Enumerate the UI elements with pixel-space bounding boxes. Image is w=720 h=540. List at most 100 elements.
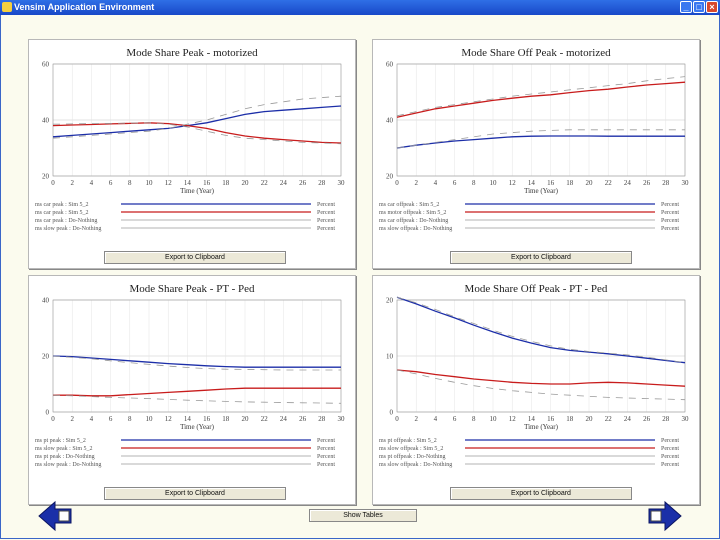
x-tick-label: 14 [184, 415, 192, 423]
x-tick-label: 14 [528, 179, 536, 187]
chart-panel-offpeak-ptped: Mode Share Off Peak - PT - Ped 0 10 20 0 2 4 6 8… [372, 275, 700, 505]
x-axis-title: Time (Year) [180, 187, 215, 195]
x-tick-label: 24 [280, 415, 288, 423]
y-tick-label: 10 [386, 353, 394, 361]
legend-entry-unit: Percent [317, 226, 335, 232]
x-tick-label: 18 [222, 415, 230, 423]
x-tick-label: 26 [643, 179, 651, 187]
x-tick-label: 4 [434, 179, 438, 187]
x-axis-title: Time (Year) [524, 423, 559, 431]
y-tick-label: 40 [42, 297, 50, 305]
export-clipboard-button-2[interactable]: Export to Clipboard [450, 251, 632, 264]
x-tick-label: 4 [434, 415, 438, 423]
left-arrow-icon[interactable] [37, 500, 73, 532]
legend-entry-name: ms slow peak : Sim 5_2 [35, 446, 93, 452]
x-tick-label: 20 [586, 179, 594, 187]
legend-entry-unit: Percent [317, 210, 335, 216]
minimize-button[interactable]: _ [680, 1, 692, 13]
x-axis-title: Time (Year) [180, 423, 215, 431]
x-tick-label: 20 [586, 415, 594, 423]
series-line-3 [396, 369, 686, 401]
legend-entry-name: ms motor offpeak : Sim 5_2 [379, 209, 446, 216]
x-tick-label: 14 [184, 179, 192, 187]
legend-entry-name: ms slow offpeak : Sim 5_2 [379, 445, 443, 452]
x-tick-label: 16 [203, 179, 211, 187]
x-tick-label: 6 [109, 415, 113, 423]
legend-entry-name: ms car peak : Sim 5_2 [35, 210, 89, 216]
chart-panel-peak-motorized: Mode Share Peak - motorized 20 40 60 0 2 4 6 8 10… [28, 39, 356, 269]
legend-entry-unit: Percent [317, 446, 335, 452]
x-tick-label: 12 [509, 179, 517, 187]
y-tick-label: 60 [386, 61, 394, 69]
x-tick-label: 16 [547, 415, 555, 423]
x-tick-label: 28 [318, 179, 326, 187]
x-tick-label: 30 [338, 415, 346, 423]
x-tick-label: 0 [395, 179, 399, 187]
x-tick-label: 22 [605, 179, 613, 187]
close-button[interactable]: × [706, 1, 718, 13]
x-tick-label: 16 [547, 179, 555, 187]
series-line-3 [396, 76, 686, 117]
series-line-0 [52, 355, 341, 368]
show-tables-button[interactable]: Show Tables [309, 509, 417, 522]
x-tick-label: 8 [472, 415, 476, 423]
x-tick-label: 18 [566, 179, 574, 187]
x-tick-label: 26 [299, 415, 307, 423]
series-line-2 [396, 296, 686, 364]
x-tick-label: 20 [242, 179, 250, 187]
x-tick-label: 12 [165, 179, 173, 187]
x-tick-label: 4 [90, 415, 94, 423]
maximize-button[interactable]: □ [693, 1, 705, 13]
x-tick-label: 16 [203, 415, 211, 423]
chart-panel-peak-ptped: Mode Share Peak - PT - Ped 0 20 40 0 2 4 6 8 10 12… [28, 275, 356, 505]
x-tick-label: 18 [566, 415, 574, 423]
x-tick-label: 18 [222, 179, 230, 187]
export-clipboard-button-3[interactable]: Export to Clipboard [104, 487, 286, 500]
series-line-1 [396, 81, 686, 118]
x-tick-label: 14 [528, 415, 536, 423]
x-tick-label: 24 [624, 415, 632, 423]
y-tick-label: 20 [386, 173, 394, 181]
legend-entry-unit: Percent [661, 210, 679, 216]
chart-title: Mode Share Off Peak - motorized [461, 47, 611, 59]
legend-entry-unit: Percent [317, 438, 335, 444]
x-tick-label: 30 [338, 179, 346, 187]
legend-entry-name: ms slow peak : Do-Nothing [35, 226, 101, 232]
x-tick-label: 22 [261, 179, 269, 187]
right-arrow-icon[interactable] [647, 500, 683, 532]
x-axis-title: Time (Year) [524, 187, 559, 195]
series-line-0 [52, 105, 342, 138]
x-tick-label: 8 [472, 179, 476, 187]
legend-entry-name: ms slow peak : Do-Nothing [35, 462, 101, 468]
x-tick-label: 12 [509, 415, 517, 423]
chart-title: Mode Share Peak - PT - Ped [129, 283, 255, 295]
window-title: Vensim Application Environment [14, 2, 155, 12]
legend-entry-unit: Percent [661, 462, 679, 468]
legend-entry-unit: Percent [661, 202, 679, 208]
legend-entry-name: ms pt offpeak : Sim 5_2 [379, 437, 437, 444]
x-tick-label: 8 [128, 179, 132, 187]
x-tick-label: 10 [490, 179, 498, 187]
x-tick-label: 6 [109, 179, 113, 187]
series-line-3 [52, 122, 342, 145]
y-tick-label: 0 [390, 409, 394, 417]
export-clipboard-button-1[interactable]: Export to Clipboard [104, 251, 286, 264]
legend-entry-unit: Percent [317, 462, 335, 468]
x-tick-label: 30 [682, 179, 690, 187]
plot-frame [396, 63, 686, 177]
x-tick-label: 20 [242, 415, 250, 423]
series-line-2 [52, 95, 342, 139]
window-titlebar: Vensim Application Environment _ □ × [0, 0, 720, 15]
x-tick-label: 0 [51, 179, 55, 187]
export-clipboard-button-4[interactable]: Export to Clipboard [450, 487, 632, 500]
x-tick-label: 10 [490, 415, 498, 423]
x-tick-label: 10 [146, 415, 154, 423]
series-line-0 [396, 296, 686, 364]
y-tick-label: 20 [42, 353, 50, 361]
x-tick-label: 2 [70, 179, 74, 187]
x-tick-label: 24 [624, 179, 632, 187]
